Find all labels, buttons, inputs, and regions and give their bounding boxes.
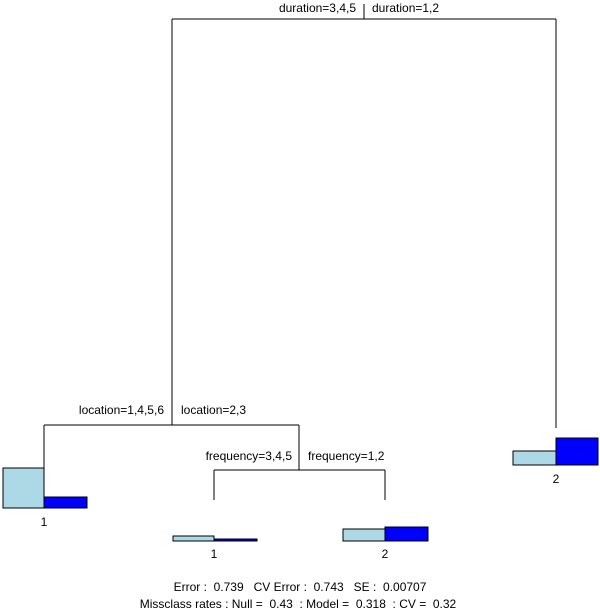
leaf-bar-class1 bbox=[2, 467, 45, 509]
split-label-location-right: location=2,3 bbox=[181, 403, 246, 417]
leaf-bar-class2 bbox=[43, 496, 88, 509]
leaf-class-label: 2 bbox=[553, 472, 560, 486]
split-label-location-left: location=1,4,5,6 bbox=[79, 403, 164, 417]
leaf-bar-class2 bbox=[555, 437, 599, 466]
leaf-bar-class1 bbox=[342, 528, 386, 542]
leaf-bar-class1 bbox=[172, 535, 215, 542]
leaf-bar-class2 bbox=[384, 526, 429, 542]
leaf-frequency-left: 1 bbox=[172, 535, 258, 561]
split-label-frequency-right: frequency=1,2 bbox=[308, 449, 385, 463]
leaf-location-left: 1 bbox=[2, 467, 88, 529]
leaf-bar-class1 bbox=[512, 450, 557, 466]
split-label-frequency-left: frequency=3,4,5 bbox=[206, 449, 293, 463]
leaf-class-label: 2 bbox=[382, 547, 389, 561]
split-label-duration-left: duration=3,4,5 bbox=[279, 1, 356, 15]
footer-missclass-rates: Missclass rates : Null = 0.43 : Model = … bbox=[140, 597, 457, 610]
leaf-frequency-right: 2 bbox=[342, 526, 429, 561]
footer-error-stats: Error : 0.739 CV Error : 0.743 SE : 0.00… bbox=[174, 580, 427, 594]
leaf-class-label: 1 bbox=[211, 547, 218, 561]
leaf-bar-class2 bbox=[213, 538, 258, 542]
leaf-duration-right: 2 bbox=[512, 437, 599, 486]
leaf-class-label: 1 bbox=[41, 515, 48, 529]
split-label-duration-right: duration=1,2 bbox=[372, 1, 439, 15]
